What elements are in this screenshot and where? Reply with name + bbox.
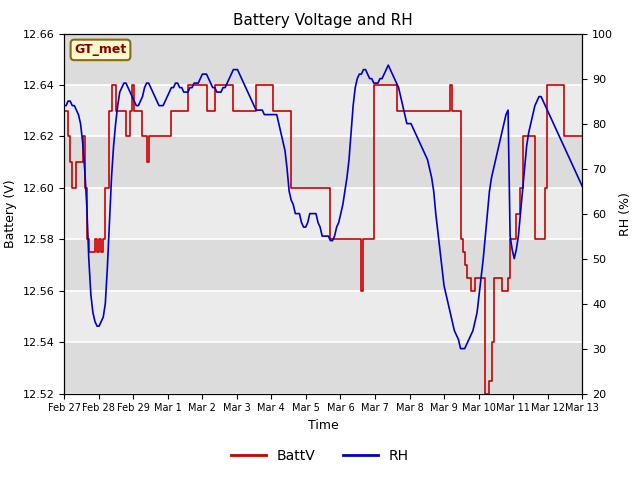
Text: GT_met: GT_met <box>74 43 127 56</box>
Title: Battery Voltage and RH: Battery Voltage and RH <box>234 13 413 28</box>
Legend: BattV, RH: BattV, RH <box>225 443 415 468</box>
X-axis label: Time: Time <box>308 419 339 432</box>
Bar <box>64 85 582 136</box>
Bar <box>64 291 582 342</box>
Bar <box>64 342 582 394</box>
Bar <box>64 34 582 85</box>
Bar <box>64 240 582 291</box>
Y-axis label: Battery (V): Battery (V) <box>4 180 17 248</box>
Bar <box>64 188 582 240</box>
Y-axis label: RH (%): RH (%) <box>619 192 632 236</box>
Bar <box>64 136 582 188</box>
